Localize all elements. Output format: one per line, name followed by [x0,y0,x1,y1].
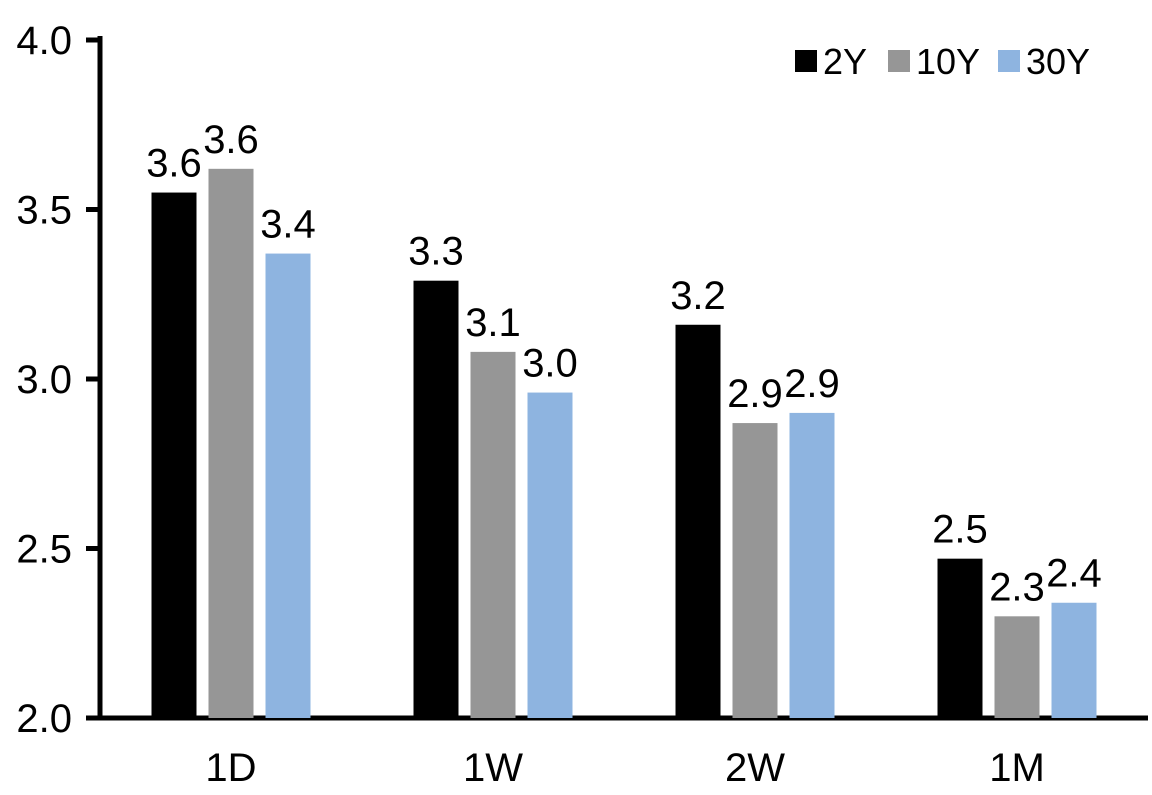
bar-value-label-2Y-1M: 2.5 [932,508,988,552]
bar-30Y-1D [265,253,311,718]
bar-value-label-30Y-1M: 2.4 [1046,552,1102,596]
bar-2Y-2W [675,324,721,718]
bar-30Y-2W [789,412,835,718]
bar-value-label-2Y-1D: 3.6 [146,142,202,186]
bar-value-label-10Y-1W: 3.1 [465,301,521,345]
bar-value-label-10Y-1M: 2.3 [989,565,1045,609]
bar-30Y-1M [1051,602,1097,718]
bar-10Y-1D [208,168,254,718]
bar-value-label-30Y-2W: 2.9 [784,362,840,406]
bar-10Y-2W [732,423,778,718]
bar-2Y-1M [937,558,983,718]
legend-swatch-30Y [998,50,1020,72]
bar-value-label-30Y-1W: 3.0 [522,342,578,386]
y-tick-label: 3.5 [16,189,72,233]
bar-value-label-10Y-1D: 3.6 [203,118,259,162]
legend-label-30Y: 30Y [1026,41,1090,82]
bar-10Y-1W [470,351,516,718]
bar-2Y-1W [413,280,459,718]
y-tick-label: 4.0 [16,19,72,63]
legend-label-2Y: 2Y [823,41,867,82]
legend-label-10Y: 10Y [916,41,980,82]
x-category-label-1W: 1W [463,746,523,790]
legend-swatch-2Y [795,50,817,72]
bar-value-label-2Y-2W: 3.2 [670,274,726,318]
y-tick-label: 2.0 [16,697,72,741]
legend-swatch-10Y [888,50,910,72]
y-tick-label: 2.5 [16,528,72,572]
bar-2Y-1D [151,192,197,719]
bar-30Y-1W [527,392,573,718]
x-category-label-1M: 1M [989,746,1045,790]
y-tick-label: 3.0 [16,358,72,402]
x-category-label-2W: 2W [725,746,785,790]
bar-10Y-1M [994,616,1040,718]
x-category-label-1D: 1D [205,746,256,790]
bar-value-label-30Y-1D: 3.4 [260,203,316,247]
bar-value-label-10Y-2W: 2.9 [727,372,783,416]
bar-value-label-2Y-1W: 3.3 [408,230,464,274]
